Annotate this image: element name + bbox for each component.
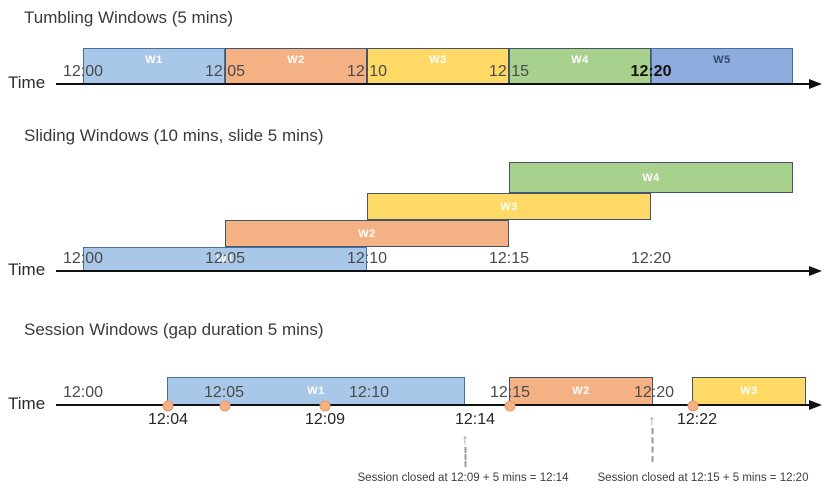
event-dot: [319, 400, 331, 412]
window-block-w3: W3: [692, 377, 806, 405]
event-time-label: 12:09: [304, 411, 346, 428]
axis-arrowhead-icon: [809, 400, 822, 410]
window-label: W3: [740, 385, 758, 397]
time-axis: [56, 270, 809, 272]
tick-label: 12:10: [348, 384, 390, 401]
window-block-w2: W2: [509, 377, 653, 405]
window-label: W4: [571, 54, 589, 66]
window-label: W1: [307, 385, 325, 397]
axis-arrowhead-icon: [809, 266, 822, 276]
tick-label: 12:15: [488, 63, 530, 80]
tick-label: 12:00: [62, 250, 104, 267]
tick-label: 12:05: [204, 63, 246, 80]
event-dot: [162, 400, 174, 412]
tick-label: 12:20: [630, 63, 672, 80]
tick-label: 12:00: [62, 384, 104, 401]
section-title-tumbling: Tumbling Windows (5 mins): [24, 8, 234, 27]
callout-arrow: ↑: [461, 431, 469, 467]
arrow-dash-line: [651, 428, 653, 462]
window-block-w3: W3: [367, 48, 509, 84]
window-block-w2: W2: [225, 220, 509, 247]
callout-arrow: ↑: [648, 412, 656, 462]
tick-label: 12:10: [346, 63, 388, 80]
event-dot: [687, 400, 699, 412]
window-block-w2: W2: [225, 48, 367, 84]
window-label: W1: [216, 253, 234, 265]
arrow-up-icon: ↑: [648, 412, 656, 428]
tick-label: 12:05: [203, 384, 245, 401]
event-time-label: 12:22: [676, 411, 718, 428]
window-block-w3: W3: [367, 193, 651, 220]
event-dot: [219, 400, 231, 412]
tick-label: 12:15: [489, 384, 531, 401]
tick-label: 12:00: [62, 63, 104, 80]
time-axis: [56, 404, 809, 406]
section-title-sliding: Sliding Windows (10 mins, slide 5 mins): [24, 126, 324, 145]
tick-label: 12:05: [204, 250, 246, 267]
tick-label: 12:15: [488, 250, 530, 267]
arrow-dash-line: [464, 447, 466, 467]
annotation-text: Session closed at 12:09 + 5 mins = 12:14: [357, 472, 569, 484]
tick-label: 12:20: [633, 384, 675, 401]
window-label: W5: [713, 54, 731, 66]
arrow-up-icon: ↑: [461, 431, 469, 447]
window-block-w1: W1: [83, 48, 225, 84]
window-label: W3: [500, 200, 518, 213]
event-time-label: 12:04: [147, 411, 189, 428]
time-axis: [56, 83, 809, 85]
window-label: W2: [287, 54, 305, 66]
tick-label: 12:10: [346, 250, 388, 267]
window-block-w5: W5: [651, 48, 793, 84]
window-block-w4: W4: [509, 48, 651, 84]
tick-label: 12:20: [630, 250, 672, 267]
event-time-label: 12:14: [454, 411, 496, 428]
window-label: W2: [572, 385, 590, 397]
time-axis-word-session: Time: [8, 394, 46, 413]
window-label: W1: [145, 54, 163, 66]
time-axis-word-tumbling: Time: [8, 73, 46, 92]
window-label: W3: [429, 54, 447, 66]
axis-arrowhead-icon: [809, 79, 822, 89]
annotation-text: Session closed at 12:15 + 5 mins = 12:20: [597, 472, 809, 484]
event-dot: [504, 400, 516, 412]
time-axis-word-sliding: Time: [8, 260, 46, 279]
section-title-session: Session Windows (gap duration 5 mins): [24, 320, 324, 339]
window-label: W2: [358, 227, 376, 240]
window-label: W4: [642, 171, 660, 184]
window-block-w4: W4: [509, 162, 793, 193]
